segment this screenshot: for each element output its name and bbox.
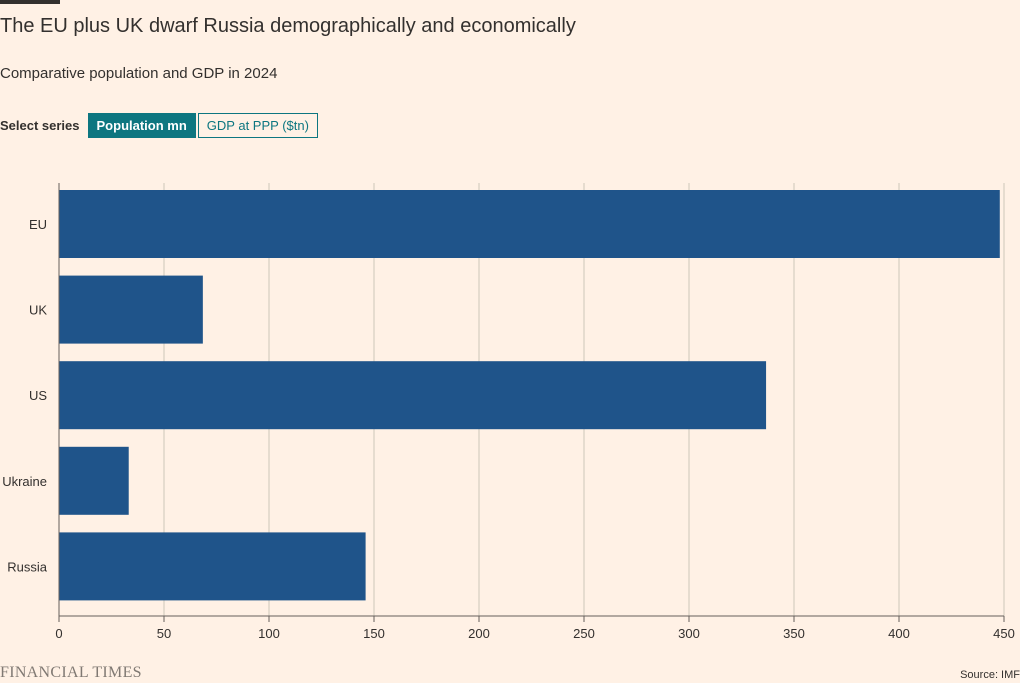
x-tick-label: 0	[55, 626, 62, 640]
category-label: EU	[29, 217, 47, 232]
category-label: UK	[29, 303, 47, 318]
ft-logo: FINANCIAL TIMES	[0, 664, 142, 681]
bar	[59, 361, 767, 430]
gdp-series-button[interactable]: GDP at PPP ($tn)	[197, 113, 318, 138]
bar	[59, 446, 129, 515]
x-tick-label: 300	[678, 626, 700, 640]
bar-chart: EU UK US Ukraine Russia 0 50 100 150 200 250 300 350…	[2, 183, 1015, 640]
category-label: US	[29, 388, 47, 403]
x-tick-label: 350	[783, 626, 805, 640]
population-series-button[interactable]: Population mn	[87, 113, 196, 138]
top-rule	[0, 0, 60, 4]
bar	[59, 190, 1000, 258]
series-selector: Select series Population mn GDP at PPP (…	[0, 113, 320, 138]
bar	[59, 532, 366, 601]
chart-subtitle: Comparative population and GDP in 2024	[0, 65, 278, 82]
x-tick-label: 50	[157, 626, 171, 640]
category-label: Ukraine	[2, 474, 47, 489]
source-note: Source: IMF	[960, 669, 1020, 681]
x-tick-label: 450	[993, 626, 1015, 640]
x-tick-label: 250	[573, 626, 595, 640]
x-tick-label: 100	[258, 626, 280, 640]
x-tick-label: 400	[888, 626, 910, 640]
series-selector-label: Select series	[0, 118, 80, 133]
x-tick-label: 200	[468, 626, 490, 640]
chart-title: The EU plus UK dwarf Russia demographica…	[0, 15, 576, 37]
category-label: Russia	[7, 559, 48, 574]
bar	[59, 275, 203, 344]
x-tick-label: 150	[363, 626, 385, 640]
